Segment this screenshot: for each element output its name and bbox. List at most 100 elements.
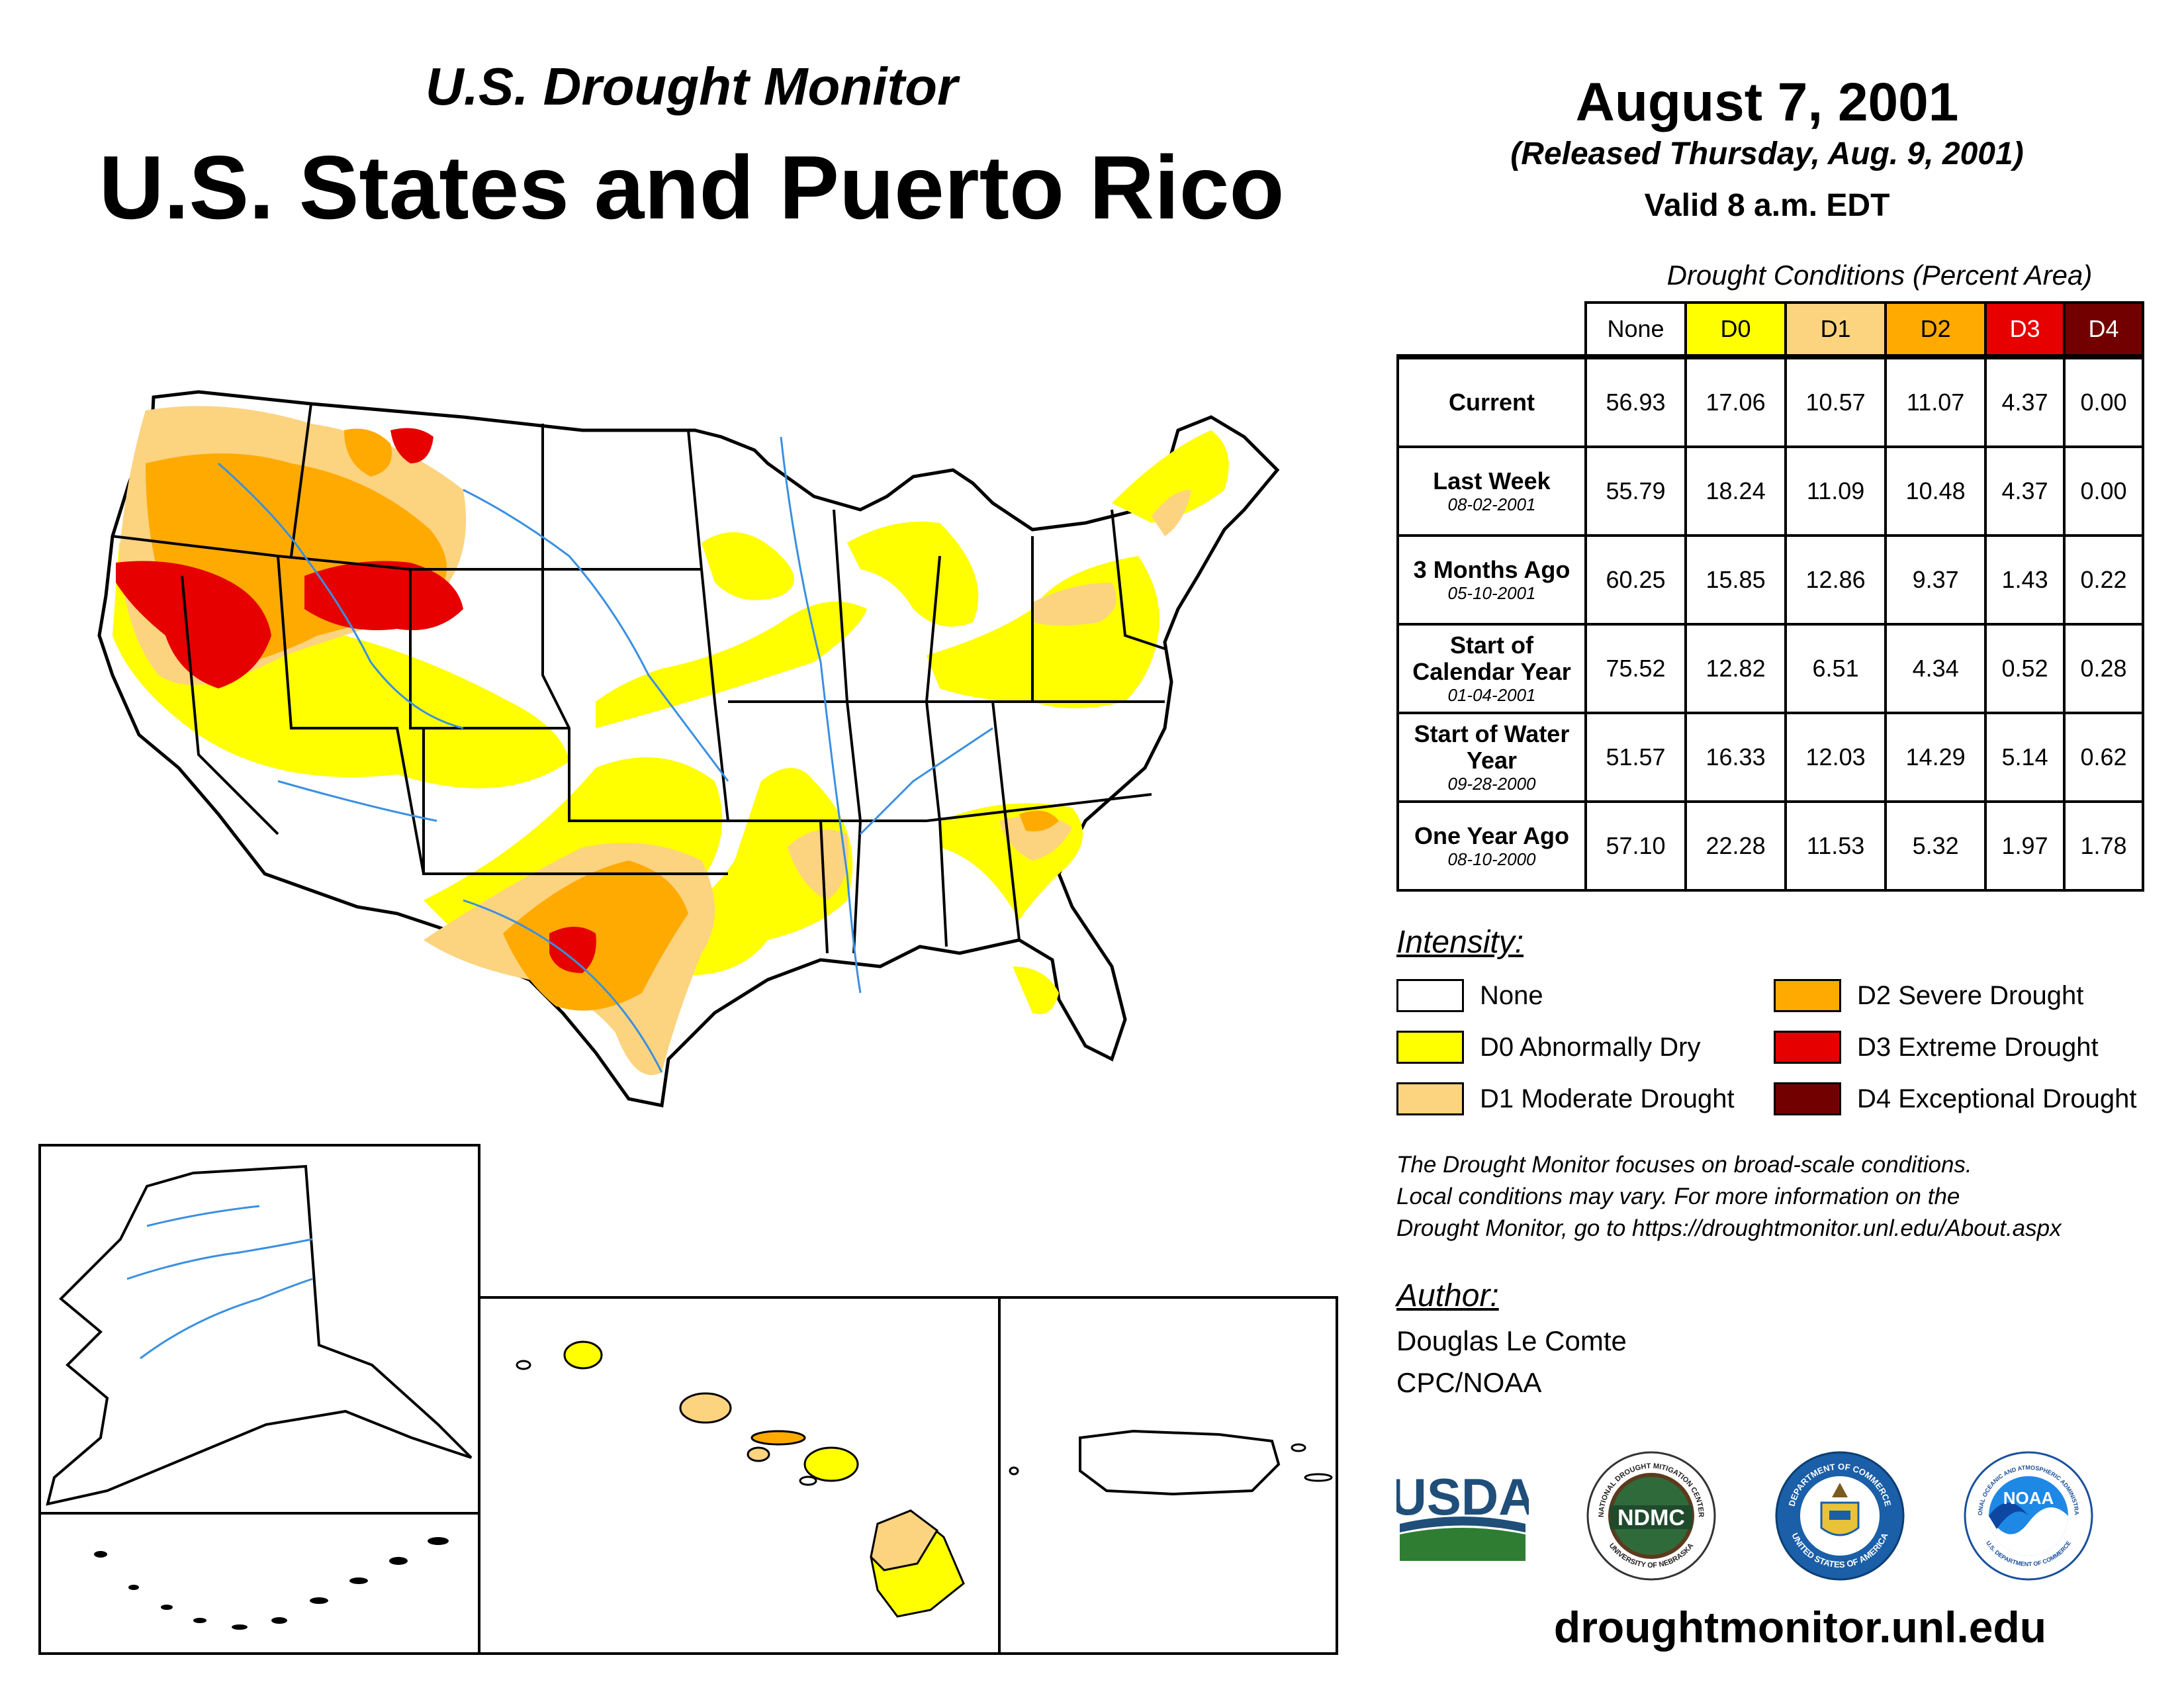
legend-item-d2: D2 Severe Drought xyxy=(1774,977,2083,1014)
ndmc-logo: NDMC NATIONAL DROUGHT MITIGATION CENTER … xyxy=(1586,1451,1716,1581)
table-cell: 0.52 xyxy=(1984,623,2066,714)
table-cell: 16.33 xyxy=(1684,712,1788,803)
table-cell: 12.03 xyxy=(1784,712,1888,803)
noaa-text: NOAA xyxy=(2003,1488,2054,1508)
note-line: Drought Monitor, go to https://droughtmo… xyxy=(1396,1215,2062,1241)
usda-text: USDA xyxy=(1396,1468,1529,1526)
table-cell: 4.37 xyxy=(1984,445,2066,537)
table-cell: 1.78 xyxy=(2063,800,2144,892)
table-cell: 0.28 xyxy=(2063,623,2144,714)
hawaii-inset xyxy=(478,1296,1001,1655)
table-cell: 11.09 xyxy=(1784,445,1888,537)
table-cell: 51.57 xyxy=(1584,712,1688,803)
legend-swatch xyxy=(1396,979,1464,1012)
hawaii-map xyxy=(516,1340,965,1618)
table-cell: 57.10 xyxy=(1584,800,1688,892)
legend-heading: Intensity: xyxy=(1396,925,1524,960)
col-d4: D4 xyxy=(2063,301,2144,358)
table-cell: 0.22 xyxy=(2063,534,2144,626)
row-label-text: Start of Calendar Year xyxy=(1412,632,1571,685)
table-cell: 18.24 xyxy=(1684,445,1788,537)
map-title: U.S. States and Puerto Rico xyxy=(99,137,1285,238)
valid-time: Valid 8 a.m. EDT xyxy=(1644,188,1890,223)
table-cell: 4.34 xyxy=(1884,623,1987,714)
table-cell: 56.93 xyxy=(1584,354,1688,448)
table-cell: 17.06 xyxy=(1684,354,1788,448)
table-row: 3 Months Ago 05-10-2001 60.25 15.85 12.86… xyxy=(1396,534,2144,626)
legend-swatch xyxy=(1774,979,1841,1012)
alaska-land xyxy=(46,1164,473,1506)
ndmc-text: NDMC xyxy=(1617,1505,1685,1530)
d3-areas xyxy=(116,428,596,973)
alaska-inset xyxy=(38,1144,480,1519)
table-cell: 1.97 xyxy=(1984,800,2066,892)
table-cell: 6.51 xyxy=(1784,623,1888,714)
row-label: Last Week 08-02-2001 xyxy=(1396,445,1587,537)
aleutian-islands xyxy=(94,1537,449,1630)
table-row: Start of Water Year 09-28-2000 51.57 16.3… xyxy=(1396,712,2144,803)
alaska-rivers xyxy=(126,1205,313,1360)
map-subtitle: U.S. Drought Monitor xyxy=(425,57,958,116)
row-label: Start of Calendar Year 01-04-2001 xyxy=(1396,623,1587,714)
legend-label: D0 Abnormally Dry xyxy=(1480,1032,1701,1062)
table-cell: 0.62 xyxy=(2063,712,2144,803)
usda-logo: USDA xyxy=(1396,1468,1529,1561)
commerce-seal-logo: DEPARTMENT OF COMMERCE UNITED STATES OF … xyxy=(1775,1451,1905,1581)
table-cell: 60.25 xyxy=(1584,534,1688,626)
rivers xyxy=(218,436,993,1073)
row-date: 09-28-2000 xyxy=(1447,774,1536,794)
table-cell: 55.79 xyxy=(1584,445,1688,537)
col-d1: D1 xyxy=(1784,301,1888,358)
legend-label: D3 Extreme Drought xyxy=(1857,1032,2099,1062)
row-label-text: One Year Ago xyxy=(1414,822,1570,849)
table-row: Start of Calendar Year 01-04-2001 75.52 1… xyxy=(1396,623,2144,714)
table-header-row: None D0 D1 D2 D3 D4 xyxy=(1398,301,2144,358)
author-org: CPC/NOAA xyxy=(1396,1367,1542,1398)
table-cell: 5.32 xyxy=(1884,800,1987,892)
state-boundaries xyxy=(112,403,1165,954)
aleutian-inset xyxy=(38,1512,480,1655)
table-cell: 9.37 xyxy=(1884,534,1987,626)
legend-label: D4 Exceptional Drought xyxy=(1857,1084,2137,1113)
row-label: One Year Ago 08-10-2000 xyxy=(1396,800,1587,892)
table-row: One Year Ago 08-10-2000 57.10 22.28 11.53… xyxy=(1396,800,2144,892)
row-label-text: Last Week xyxy=(1433,467,1551,494)
legend-swatch xyxy=(1396,1031,1464,1064)
legend-label: D2 Severe Drought xyxy=(1857,980,2084,1010)
row-date: 08-02-2001 xyxy=(1447,494,1536,514)
table-cell: 0.00 xyxy=(2063,354,2144,448)
legend-item-none: None xyxy=(1396,977,1543,1014)
note-line: Local conditions may vary. For more info… xyxy=(1396,1184,1960,1209)
table-cell: 4.37 xyxy=(1984,354,2066,448)
table-cell: 75.52 xyxy=(1584,623,1688,714)
aleutian-map xyxy=(94,1537,449,1630)
disclaimer-note: The Drought Monitor focuses on broad-sca… xyxy=(1396,1149,2158,1244)
author-heading: Author: xyxy=(1396,1278,1499,1313)
col-d3: D3 xyxy=(1984,301,2066,358)
legend-item-d0: D0 Abnormally Dry xyxy=(1396,1029,1700,1066)
table-row: Last Week 08-02-2001 55.79 18.24 11.09 10… xyxy=(1396,445,2144,537)
table-corner xyxy=(1398,303,1586,357)
legend-label: D1 Moderate Drought xyxy=(1480,1084,1735,1113)
legend-swatch xyxy=(1774,1031,1841,1064)
legend-item-d3: D3 Extreme Drought xyxy=(1774,1029,2099,1066)
hawaii-islands xyxy=(516,1340,965,1618)
table-cell: 22.28 xyxy=(1684,800,1788,892)
release-date: (Released Thursday, Aug. 9, 2001) xyxy=(1510,136,2024,171)
table-row: Current 56.93 17.06 10.57 11.07 4.37 0.0… xyxy=(1396,354,2144,448)
table-cell: 12.82 xyxy=(1684,623,1788,714)
table-cell: 0.00 xyxy=(2063,445,2144,537)
legend-swatch xyxy=(1774,1082,1841,1115)
table-cell: 5.14 xyxy=(1984,712,2066,803)
legend-swatch xyxy=(1396,1082,1464,1115)
alaska-map xyxy=(41,1164,478,1519)
table-cell: 11.07 xyxy=(1884,354,1987,448)
table-cell: 14.29 xyxy=(1884,712,1987,803)
col-none: None xyxy=(1584,301,1688,358)
table-cell: 11.53 xyxy=(1784,800,1888,892)
legend-item-d1: D1 Moderate Drought xyxy=(1396,1080,1735,1117)
table-cell: 1.43 xyxy=(1984,534,2066,626)
author-name: Douglas Le Comte xyxy=(1396,1325,1627,1356)
map-date: August 7, 2001 xyxy=(1575,72,1959,132)
row-label-text: 3 Months Ago xyxy=(1413,556,1570,583)
